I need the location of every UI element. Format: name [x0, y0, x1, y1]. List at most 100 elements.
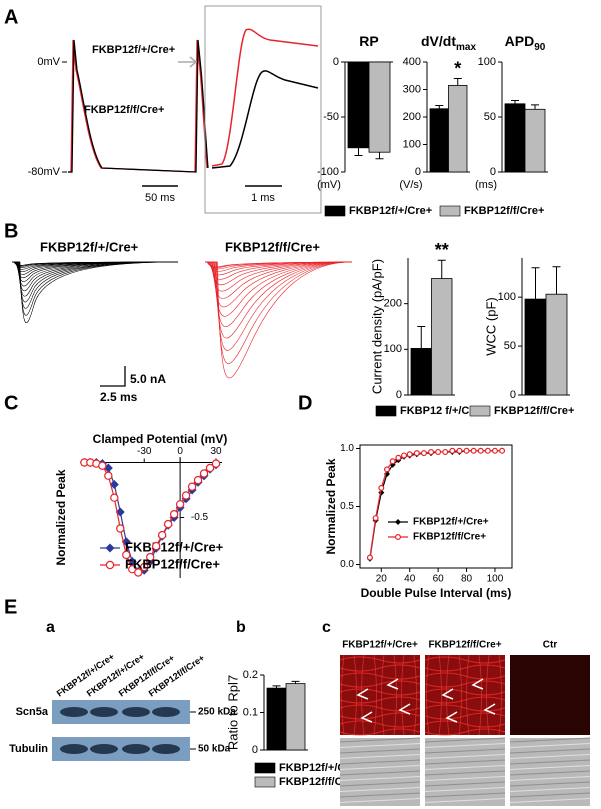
marker — [151, 541, 161, 551]
cell-texture — [509, 754, 591, 759]
chart-title: dV/dtmax — [421, 33, 476, 53]
marker — [428, 448, 435, 455]
arrow — [441, 688, 454, 700]
marker — [420, 450, 427, 457]
significance: * — [454, 58, 461, 78]
marker — [116, 524, 125, 533]
cell-texture — [339, 737, 421, 743]
lane-label: FKBP12f/f/Cre+ — [147, 653, 207, 699]
legend-marker — [395, 519, 401, 525]
membrane-stain — [401, 654, 405, 736]
arrow — [445, 711, 458, 723]
scale-label: 50 ms — [145, 192, 175, 204]
x-tick-label: 100 — [487, 574, 504, 585]
cell-texture — [424, 737, 506, 743]
trace-title: FKBP12f/+/Cre+ — [40, 239, 139, 254]
x-tick-label: 20 — [376, 574, 388, 585]
fluorescence-image — [510, 655, 590, 735]
panel-label: b — [236, 619, 246, 636]
bar — [368, 61, 391, 153]
membrane-stain — [424, 728, 506, 736]
size-marker: 50 kDa — [198, 744, 231, 755]
marker — [395, 454, 402, 461]
zoom-trace — [211, 70, 319, 169]
cell-texture — [509, 781, 591, 787]
membrane-stain — [353, 654, 357, 736]
marker — [187, 482, 197, 491]
cell-texture — [424, 776, 506, 781]
error-bar — [511, 100, 519, 104]
cell-texture — [424, 798, 506, 803]
cell-texture — [424, 743, 506, 748]
blot-band — [90, 707, 118, 717]
membrane-stain — [424, 720, 506, 728]
cell-texture — [424, 765, 506, 770]
cell-texture — [509, 743, 591, 748]
marker — [175, 500, 185, 509]
bar — [266, 687, 287, 751]
panel-label: A — [4, 6, 18, 28]
y-tick-label: 0.5 — [340, 501, 354, 512]
arrow — [398, 703, 411, 715]
arrow — [483, 703, 496, 715]
marker — [449, 447, 456, 454]
y-tick-label: 0.1 — [243, 706, 258, 718]
y-tick-label: 1.0 — [340, 443, 354, 454]
voltage-label: -80mV — [28, 166, 61, 178]
x-tick-label: 40 — [404, 574, 416, 585]
cell-texture — [339, 743, 421, 748]
membrane-stain — [373, 654, 377, 736]
marker — [406, 451, 413, 458]
title-text: RP — [359, 33, 378, 49]
x-tick-label: -30 — [137, 446, 152, 457]
membrane-stain — [486, 654, 490, 736]
y-axis-label: Normalized Peak — [324, 458, 338, 554]
panel-label: B — [4, 220, 18, 242]
membrane-stain — [424, 696, 506, 704]
bar — [545, 293, 568, 396]
chart-title: APD90 — [505, 33, 546, 53]
membrane-stain — [466, 654, 470, 736]
membrane-stain — [413, 654, 417, 736]
marker — [435, 448, 442, 455]
membrane-stain — [438, 654, 442, 736]
y-tick-label: 0 — [510, 389, 516, 401]
current-trace — [12, 261, 179, 323]
x-axis-label: Double Pulse Interval (ms) — [361, 586, 512, 600]
current-trace — [205, 261, 353, 308]
y-tick-label: 0 — [415, 166, 421, 178]
title-subscript: max — [456, 42, 476, 53]
band-label: Tubulin — [9, 743, 48, 755]
current-trace — [12, 261, 179, 309]
cell-texture — [339, 776, 421, 781]
error-bar — [552, 266, 561, 295]
y-tick-label: -50 — [323, 111, 339, 123]
bar — [410, 348, 432, 396]
significance: ** — [435, 240, 449, 260]
arrow — [356, 688, 369, 700]
y-tick-label: -100 — [317, 166, 339, 178]
legend-swatch — [469, 405, 491, 417]
legend-swatch — [439, 205, 461, 217]
legend-label: FKBP12f/f/Cre+ — [413, 532, 486, 543]
error-bar — [272, 685, 281, 689]
y-tick-label: 0 — [490, 166, 496, 178]
membrane-stain — [458, 654, 462, 736]
marker — [366, 554, 373, 561]
error-bar — [437, 259, 446, 279]
legend-label: FKBP12f/+/Cre+ — [413, 517, 489, 528]
marker — [104, 471, 113, 480]
panel-label: E — [4, 596, 17, 618]
marker — [109, 480, 119, 489]
cell-texture — [339, 781, 421, 787]
marker — [383, 466, 390, 473]
x-tick-label: 30 — [210, 446, 222, 457]
cell-texture — [509, 770, 591, 776]
marker — [401, 452, 408, 459]
marker — [211, 459, 221, 468]
image-title: FKBP12f/f/Cre+ — [428, 640, 501, 651]
y-tick-label: 200 — [384, 298, 402, 310]
y-tick-label: 100 — [478, 56, 496, 68]
panel-label: a — [46, 619, 55, 636]
